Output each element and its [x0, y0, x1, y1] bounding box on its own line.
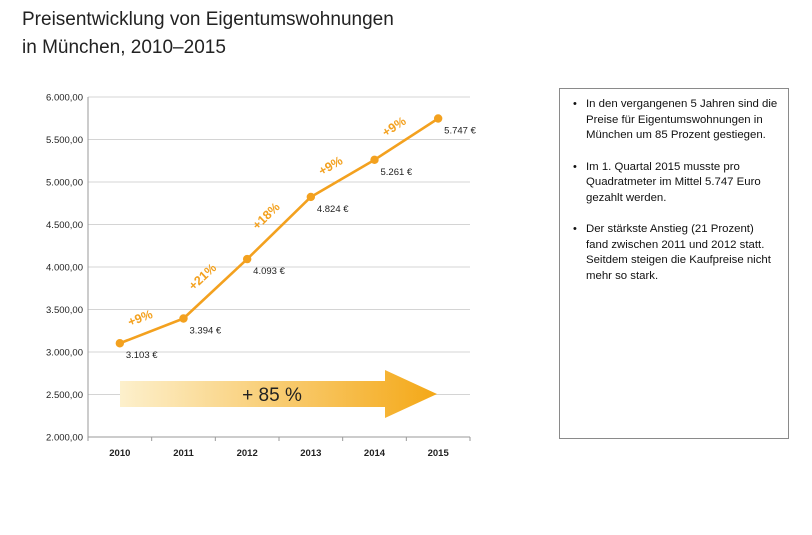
- data-point: [433, 114, 443, 123]
- data-point: [115, 339, 125, 348]
- x-tick-label: 2012: [237, 448, 258, 459]
- data-point: [242, 254, 252, 264]
- overall-growth-arrow: [120, 370, 437, 418]
- y-tick-label: 5.500,00: [46, 135, 83, 146]
- data-value-label: 3.103 €: [126, 350, 158, 361]
- data-value-label: 4.824 €: [317, 204, 349, 215]
- data-point: [306, 192, 316, 202]
- info-bullet-3: Der stärkste Anstieg (21 Prozent) fand z…: [573, 222, 778, 284]
- page-title: Preisentwicklung von Eigentumswohnungen …: [22, 6, 394, 62]
- price-series-line: [119, 117, 439, 345]
- growth-rate-label: +9%: [380, 114, 409, 140]
- growth-rate-label: +9%: [316, 153, 345, 178]
- y-tick-label: 3.000,00: [46, 348, 83, 359]
- data-value-label: 4.093 €: [253, 266, 285, 277]
- overall-growth-label: + 85 %: [242, 385, 302, 406]
- growth-rate-label: +9%: [126, 307, 155, 329]
- data-point: [179, 314, 188, 323]
- title-line-1: Preisentwicklung von Eigentumswohnungen: [22, 9, 394, 30]
- info-bullet-list: In den vergangenen 5 Jahren sind die Pre…: [560, 89, 788, 284]
- y-tick-label: 2.000,00: [46, 433, 83, 444]
- data-value-label: 5.261 €: [381, 167, 413, 178]
- x-tick-label: 2011: [173, 448, 194, 459]
- y-tick-label: 6.000,00: [46, 93, 83, 104]
- info-box: In den vergangenen 5 Jahren sind die Pre…: [559, 88, 789, 439]
- data-point: [370, 155, 379, 165]
- title-line-2: in München, 2010–2015: [22, 37, 226, 58]
- y-tick-label: 2.500,00: [46, 390, 83, 401]
- x-tick-label: 2015: [428, 448, 450, 459]
- info-bullet-2: Im 1. Quartal 2015 musste pro Quadratmet…: [573, 160, 778, 207]
- y-tick-label: 5.000,00: [46, 178, 83, 189]
- x-tick-label: 2010: [109, 448, 130, 459]
- x-tick-label: 2013: [300, 448, 321, 459]
- y-tick-label: 3.500,00: [46, 305, 83, 316]
- info-bullet-1: In den vergangenen 5 Jahren sind die Pre…: [573, 97, 778, 144]
- data-value-label: 3.394 €: [190, 326, 222, 337]
- x-tick-label: 2014: [364, 448, 386, 459]
- y-tick-label: 4.000,00: [46, 263, 83, 274]
- y-tick-label: 4.500,00: [46, 220, 83, 231]
- data-value-label: 5.747 €: [444, 126, 476, 137]
